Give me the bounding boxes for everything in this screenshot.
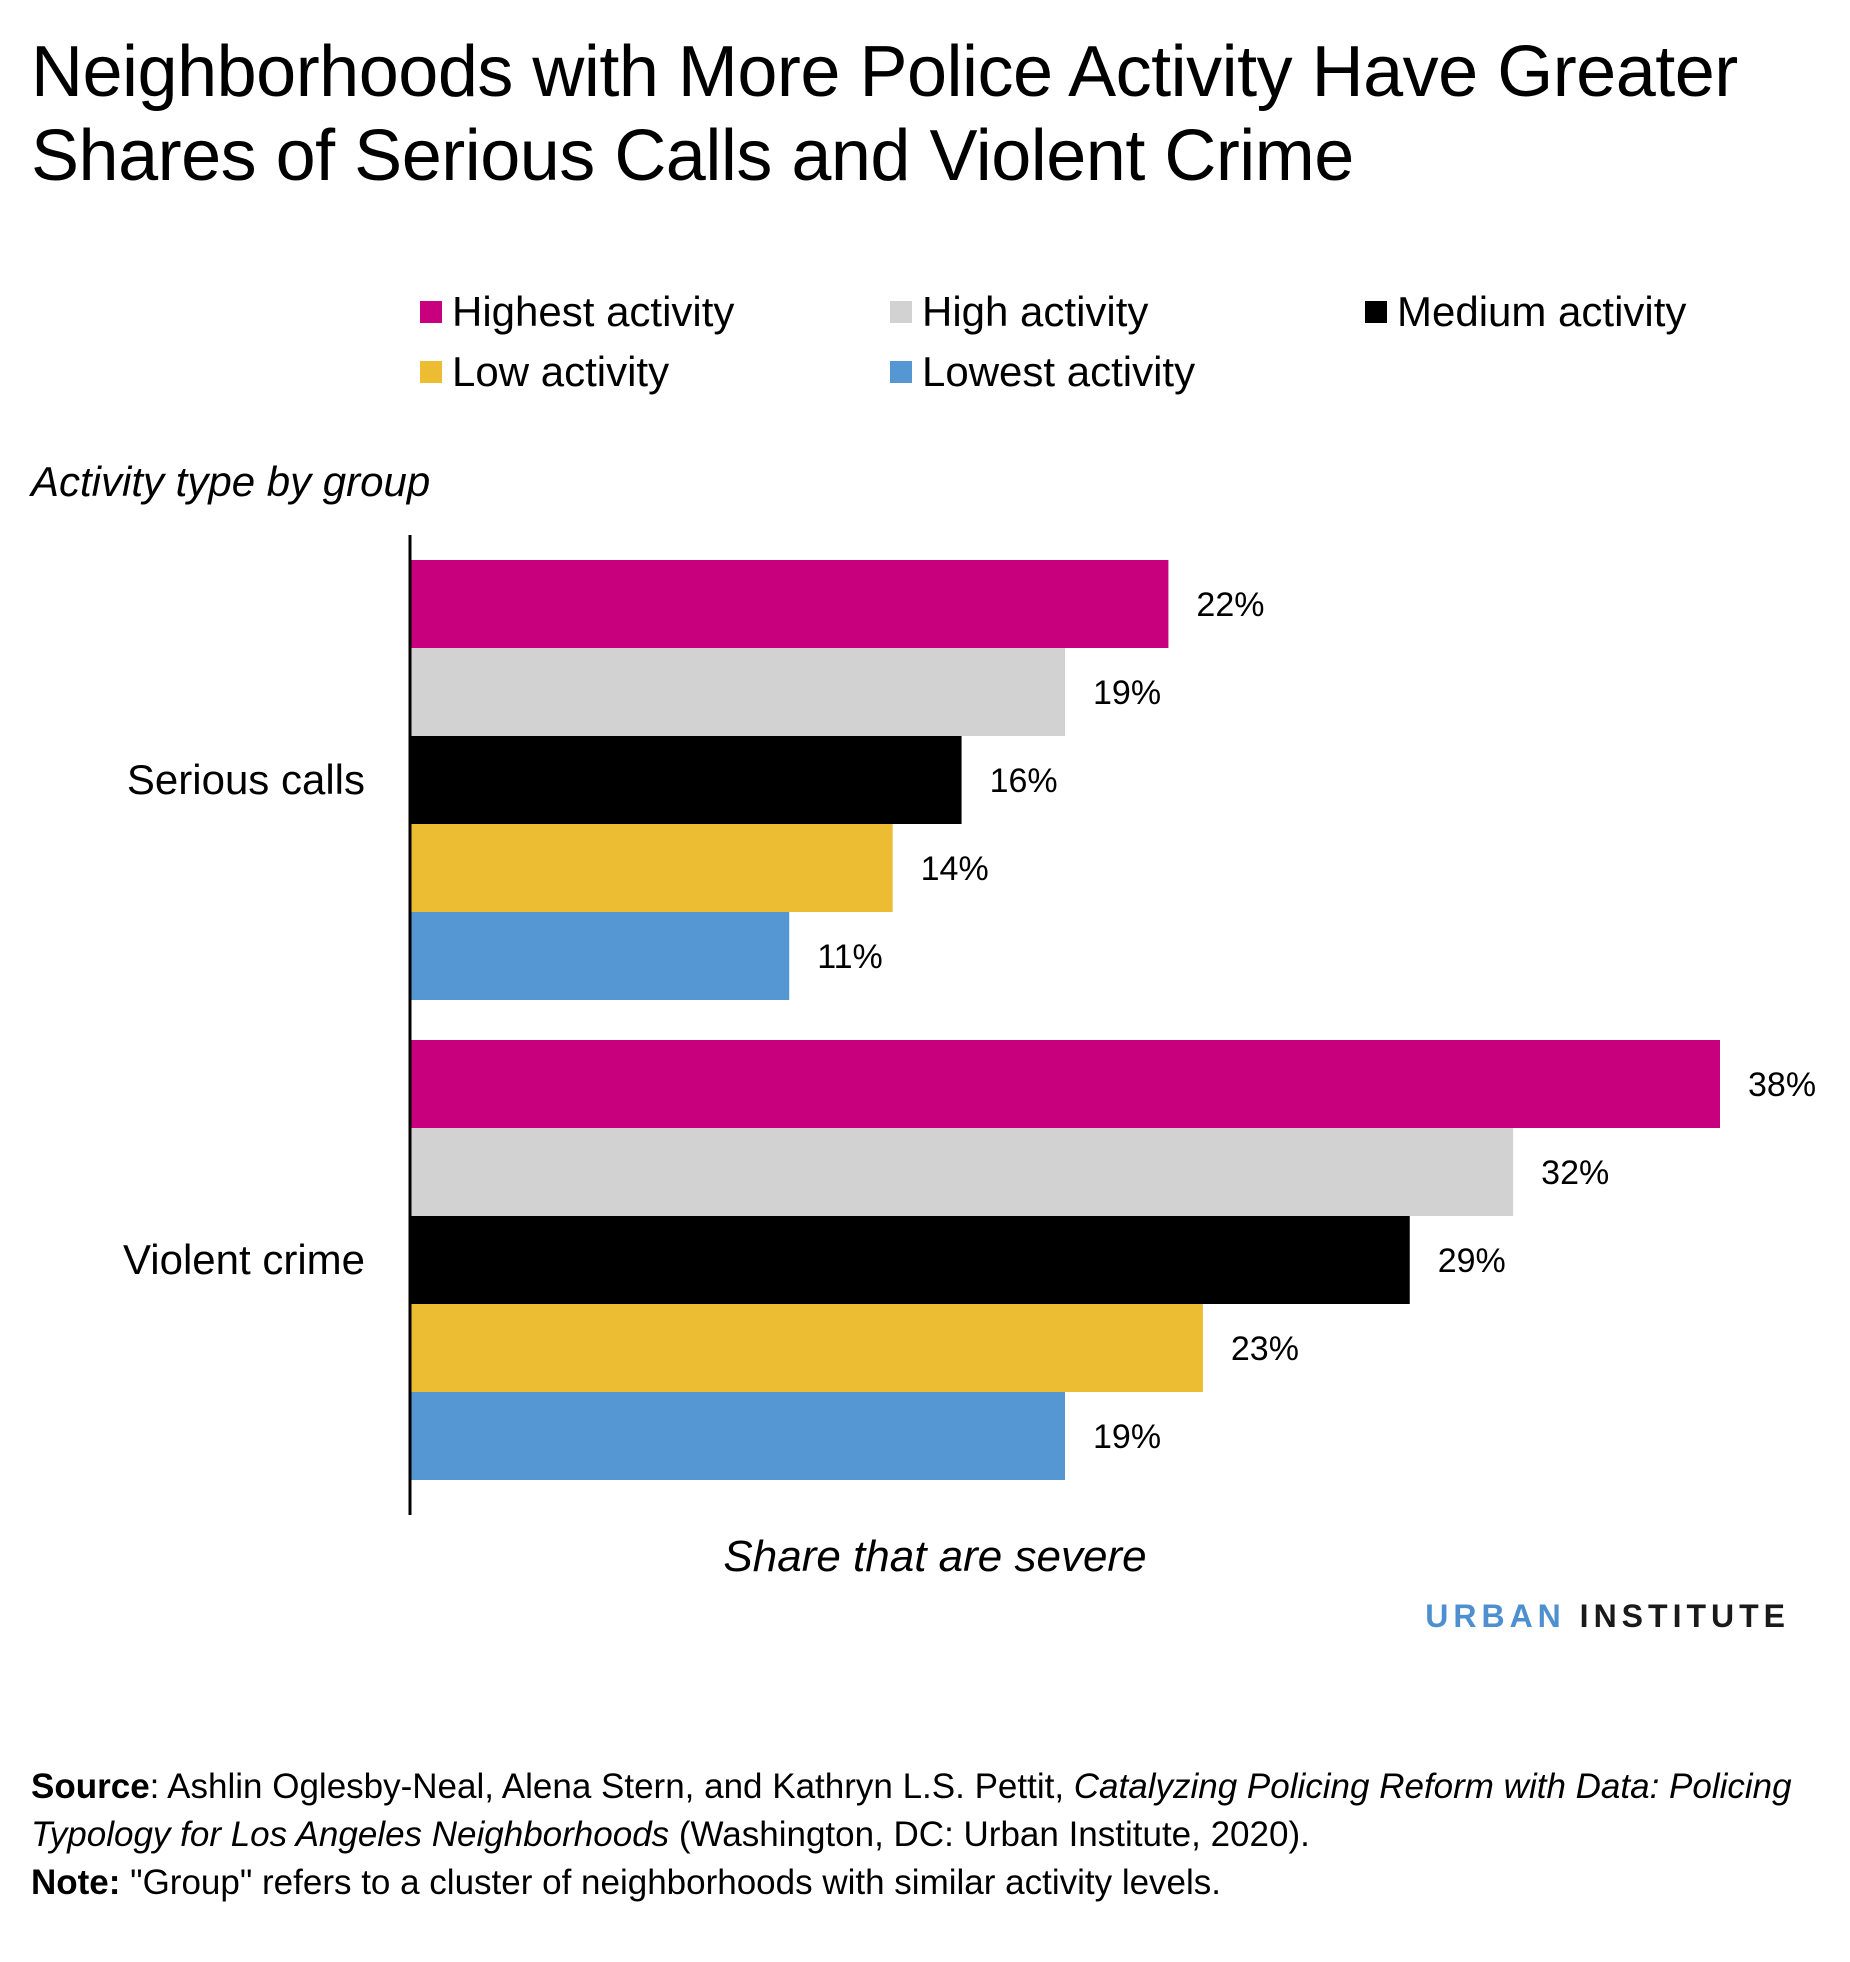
bar-high-activity-violent-crime (410, 1128, 1514, 1216)
legend-item-low: Low activity (420, 348, 669, 396)
y-axis-title: Activity type by group (31, 458, 431, 505)
data-label: 14% (921, 850, 989, 888)
note-label: Note: (31, 1863, 121, 1902)
data-label: 22% (1196, 586, 1264, 624)
data-label: 29% (1438, 1242, 1506, 1280)
legend-swatch-medium (1365, 301, 1387, 323)
brand-logo: URBAN INSTITUTE (1425, 1598, 1790, 1635)
bar-chart: 22% 19% 16% 14% 11% Serious calls 38% 32% 29% 23%… (123, 535, 1816, 1515)
note-line: Note: "Group" refers to a cluster of nei… (31, 1859, 1821, 1907)
footer-notes: Source: Ashlin Oglesby-Neal, Alena Stern… (31, 1763, 1821, 1907)
legend-item-lowest: Lowest activity (890, 348, 1195, 396)
legend-swatch-low (420, 361, 442, 383)
legend-label-high: High activity (922, 288, 1149, 335)
legend-item-medium: Medium activity (1365, 288, 1686, 336)
brand-part-institute: INSTITUTE (1579, 1598, 1790, 1634)
bar-lowest-activity-violent-crime (410, 1392, 1065, 1480)
legend-swatch-high (890, 301, 912, 323)
legend-label-medium: Medium activity (1397, 288, 1687, 335)
bar-high-activity-serious-calls (410, 648, 1065, 736)
source-text: : Ashlin Oglesby-Neal, Alena Stern, and … (149, 1767, 1074, 1806)
bar-low-activity-serious-calls (410, 824, 893, 912)
chart-title: Neighborhoods with More Police Activity … (31, 32, 1738, 196)
data-label: 32% (1541, 1154, 1609, 1192)
bar-medium-activity-violent-crime (410, 1216, 1410, 1304)
legend-swatch-lowest (890, 361, 912, 383)
legend-item-high: High activity (890, 288, 1148, 336)
source-title: Catalyzing Policing Reform with Data: Po… (31, 1767, 1792, 1854)
legend-item-highest: Highest activity (420, 288, 734, 336)
bar-low-activity-violent-crime (410, 1304, 1203, 1392)
bar-lowest-activity-serious-calls (410, 912, 790, 1000)
data-label: 38% (1748, 1066, 1816, 1104)
legend-label-low: Low activity (452, 348, 670, 395)
data-label: 16% (990, 762, 1058, 800)
brand-part-urban: URBAN (1425, 1598, 1566, 1634)
legend-label-highest: Highest activity (452, 288, 735, 335)
note-text: "Group" refers to a cluster of neighborh… (120, 1863, 1222, 1902)
bar-medium-activity-serious-calls (410, 736, 962, 824)
category-label: Violent crime (123, 1236, 365, 1283)
legend-label-lowest: Lowest activity (922, 348, 1196, 395)
bar-highest-activity-violent-crime (410, 1040, 1720, 1128)
data-label: 19% (1093, 674, 1161, 712)
data-label: 23% (1231, 1330, 1299, 1368)
legend-swatch-highest (420, 301, 442, 323)
category-label: Serious calls (127, 756, 365, 803)
data-label: 11% (817, 938, 883, 976)
source-label: Source (31, 1767, 150, 1806)
bar-highest-activity-serious-calls (410, 560, 1169, 648)
data-label: 19% (1093, 1418, 1161, 1456)
source-line: Source: Ashlin Oglesby-Neal, Alena Stern… (31, 1763, 1821, 1859)
x-axis-title: Share that are severe (723, 1532, 1147, 1581)
source-tail: (Washington, DC: Urban Institute, 2020). (669, 1815, 1310, 1854)
